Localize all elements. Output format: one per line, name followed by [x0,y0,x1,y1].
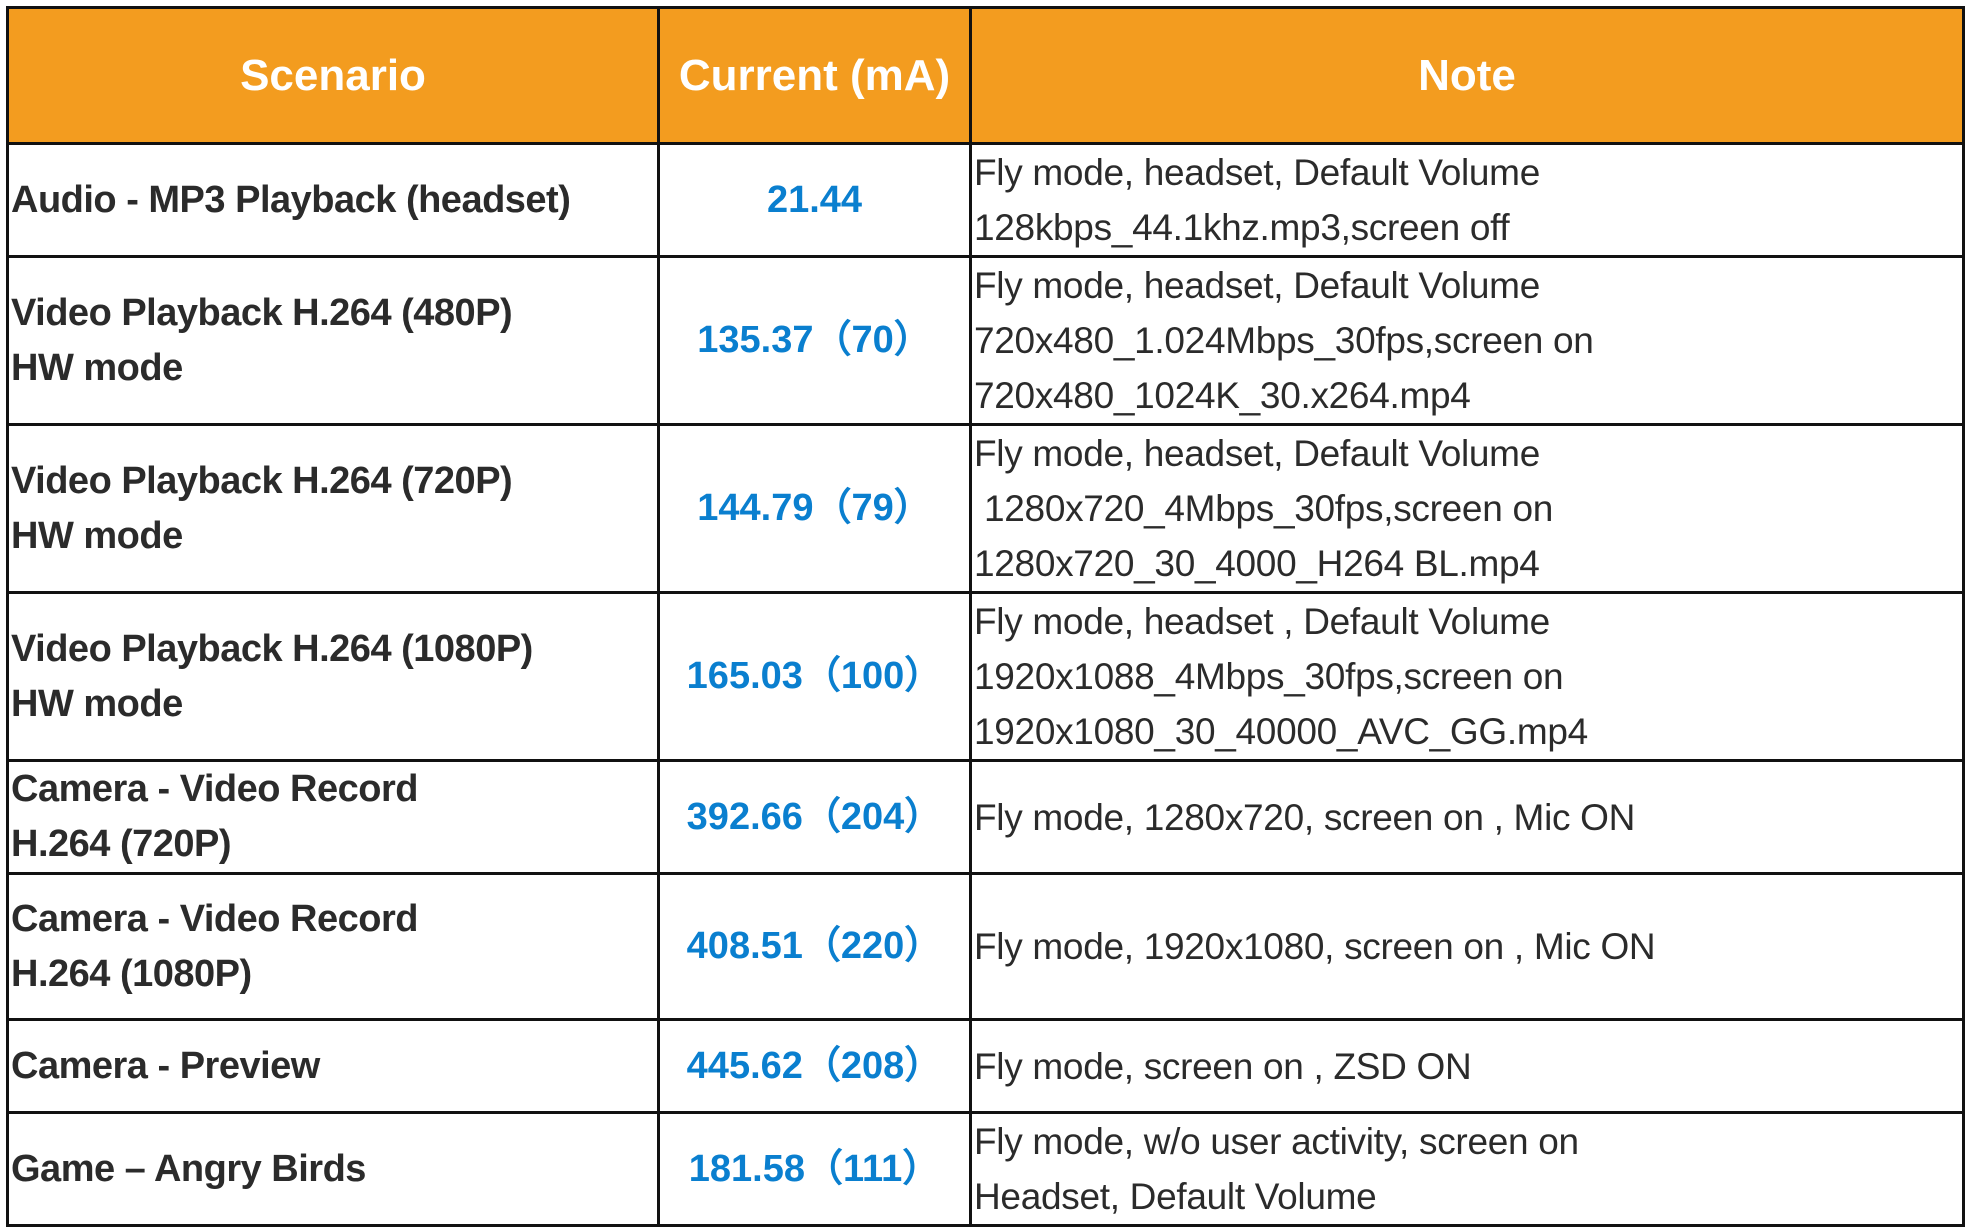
note-cell: Fly mode, screen on , ZSD ON [969,1018,1965,1114]
scenario-line: Game – Angry Birds [11,1147,366,1190]
table-row: Video Playback H.264 (480P) HW mode 135.37… [6,255,1965,426]
note-line: Headset, Default Volume [974,1176,1377,1217]
table-row: Game – Angry Birds 181.58（111） Fly mode, w… [6,1111,1965,1227]
scenario-line: Video Playback H.264 (480P) [11,291,513,334]
scenario-line: Camera - Video Record [11,768,418,810]
scenario-cell: Camera - Preview [6,1018,660,1114]
note-cell: Fly mode, 1280x720, screen on , Mic ON [969,759,1965,875]
scenario-line: H.264 (1080P) [11,952,252,995]
scenario-line: HW mode [11,514,183,557]
table-row: Audio - MP3 Playback (headset) 21.44 Fly m… [6,142,1965,258]
scenario-line: Video Playback H.264 (1080P) [11,627,533,670]
note-cell: Fly mode, headset , Default Volume 1920x1… [969,591,1965,762]
current-value: 135.37（70） [657,255,972,426]
scenario-cell: Camera - Video Record H.264 (1080P) [6,872,660,1021]
current-value: 392.66（204） [657,759,972,875]
scenario-cell: Game – Angry Birds [6,1111,660,1227]
header-row: Scenario Current (mA) Note [6,6,1965,145]
note-line: Fly mode, 1280x720, screen on , Mic ON [974,796,1636,838]
note-line: 720x480_1024K_30.x264.mp4 [974,375,1471,416]
note-line: Fly mode, w/o user activity, screen on [974,1121,1579,1162]
table-row: Video Playback H.264 (720P) HW mode 144.79… [6,423,1965,594]
note-line: Fly mode, headset, Default Volume [974,152,1540,193]
note-line: 720x480_1.024Mbps_30fps,screen on [974,320,1594,361]
current-value: 144.79（79） [657,423,972,594]
current-value: 165.03（100） [657,591,972,762]
note-line: 1920x1080_30_40000_AVC_GG.mp4 [974,711,1588,752]
scenario-line: Camera - Video Record [11,897,418,940]
note-cell: Fly mode, headset, Default Volume 128kbps… [969,142,1965,258]
note-line: 1920x1088_4Mbps_30fps,screen on [974,656,1564,697]
note-line: Fly mode, 1920x1080, screen on , Mic ON [974,926,1656,967]
scenario-line: HW mode [11,346,183,389]
current-value: 445.62（208） [657,1018,972,1114]
header-note: Note [969,6,1965,145]
scenario-line: Video Playback H.264 (720P) [11,459,513,502]
scenario-cell: Camera - Video Record H.264 (720P) [6,759,660,875]
note-cell: Fly mode, headset, Default Volume 720x480… [969,255,1965,426]
note-line: Fly mode, headset, Default Volume [974,433,1540,474]
scenario-line: Audio - MP3 Playback (headset) [11,178,571,221]
table-row: Camera - Video Record H.264 (720P) 392.66（… [6,759,1965,875]
scenario-cell: Video Playback H.264 (480P) HW mode [6,255,660,426]
scenario-line: H.264 (720P) [11,823,232,865]
power-consumption-table: Scenario Current (mA) Note Audio - MP3 P… [6,6,1965,1227]
note-line: Fly mode, headset , Default Volume [974,601,1550,642]
table-row: Camera - Preview 445.62（208） Fly mode, scr… [6,1018,1965,1114]
scenario-line: HW mode [11,682,183,725]
scenario-cell: Video Playback H.264 (1080P) HW mode [6,591,660,762]
current-value: 408.51（220） [657,872,972,1021]
note-line: 128kbps_44.1khz.mp3,screen off [974,207,1510,248]
current-value: 21.44 [657,142,972,258]
note-line: Fly mode, headset, Default Volume [974,265,1540,306]
header-current: Current (mA) [657,6,972,145]
header-scenario: Scenario [6,6,660,145]
note-cell: Fly mode, headset, Default Volume 1280x7… [969,423,1965,594]
current-value: 181.58（111） [657,1111,972,1227]
note-line: 1280x720_30_4000_H264 BL.mp4 [974,543,1540,584]
scenario-cell: Audio - MP3 Playback (headset) [6,142,660,258]
note-line: 1280x720_4Mbps_30fps,screen on [974,488,1554,529]
note-cell: Fly mode, 1920x1080, screen on , Mic ON [969,872,1965,1021]
note-line: Fly mode, screen on , ZSD ON [974,1045,1472,1087]
scenario-cell: Video Playback H.264 (720P) HW mode [6,423,660,594]
table-row: Camera - Video Record H.264 (1080P) 408.51… [6,872,1965,1021]
table-row: Video Playback H.264 (1080P) HW mode 165.0… [6,591,1965,762]
scenario-line: Camera - Preview [11,1044,320,1087]
note-cell: Fly mode, w/o user activity, screen on He… [969,1111,1965,1227]
